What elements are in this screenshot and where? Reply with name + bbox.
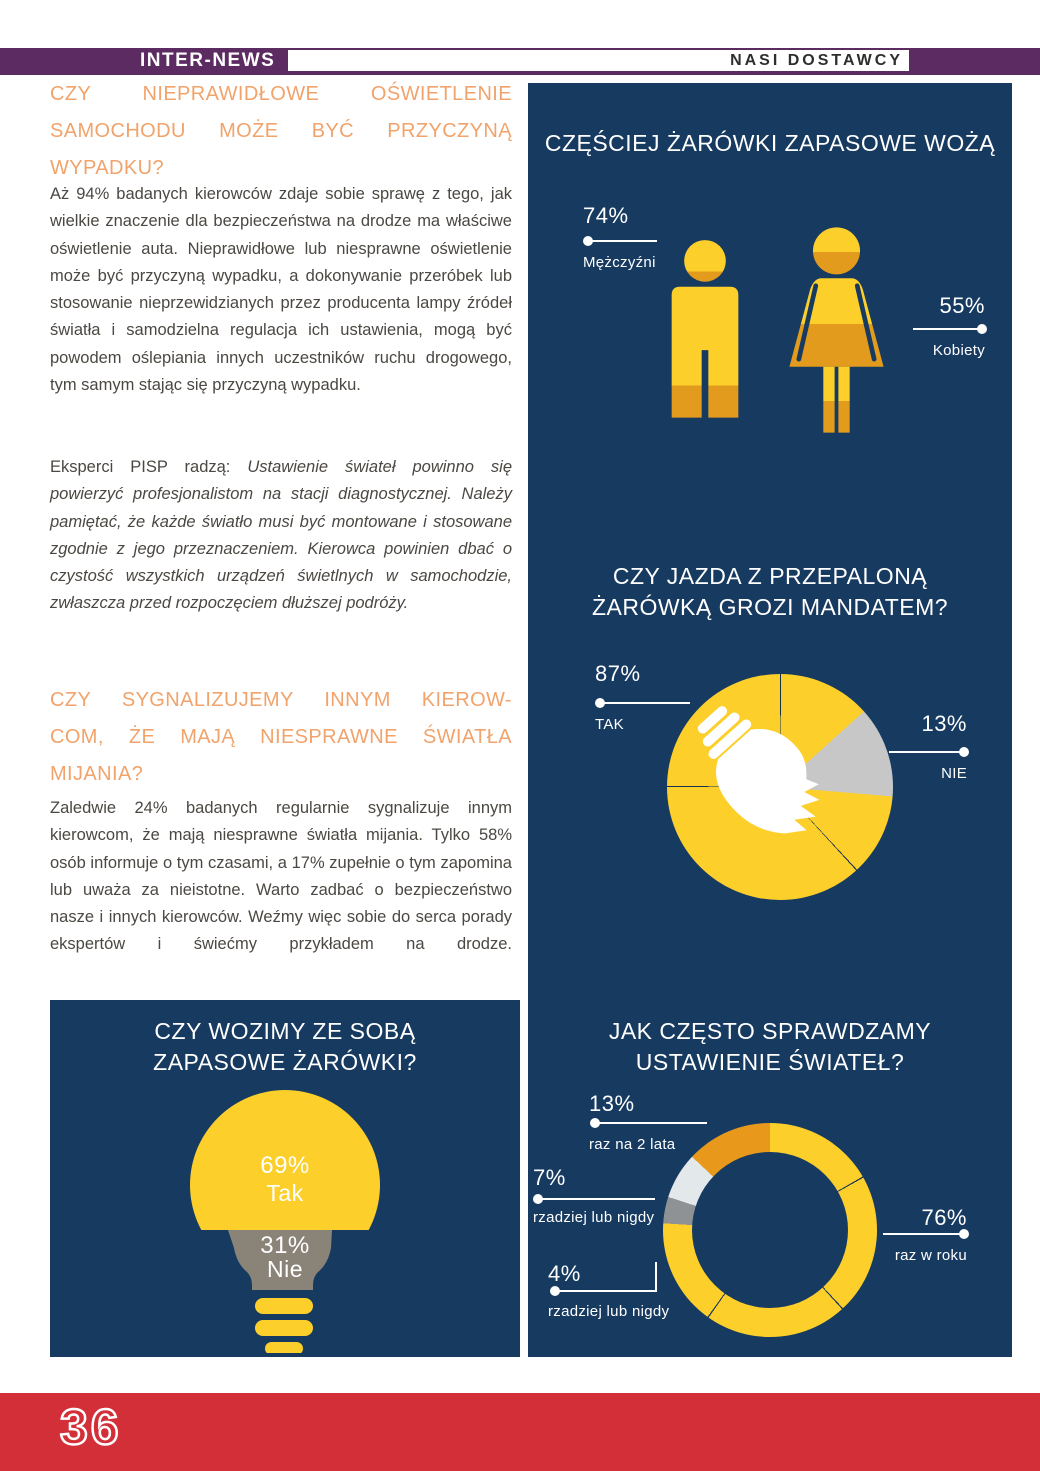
freq-7-percent: 7% <box>533 1165 566 1190</box>
freq-13-label: raz na 2 lata <box>589 1136 676 1153</box>
freq-76-label: raz w roku <box>894 1247 967 1264</box>
heading-line: CZY NIEPRAWIDŁOWE OŚWIETLENIE <box>50 83 512 105</box>
experts-quote: Ustawienie świateł powinno się powierzyć… <box>50 458 513 613</box>
spare-no-percent: 31% <box>260 1232 310 1259</box>
freq-4-leader-line <box>550 1286 657 1296</box>
spare-title-line: CZY WOZIMY ZE SOBĄ <box>154 1018 416 1044</box>
bulb-icon <box>667 674 893 900</box>
article-heading-2: CZY SYGNALIZUJEMY INNYM KIEROW- COM, ŻE … <box>50 682 512 793</box>
freq-4-leader-elbow <box>655 1262 657 1292</box>
men-label: Mężczyźni <box>583 254 656 271</box>
heading-line: COM, ŻE MAJĄ NIESPRAWNE ŚWIATŁA <box>50 726 512 748</box>
frequency-panel-title: JAK CZĘSTO SPRAWDZAMY USTAWIENIE ŚWIATEŁ… <box>528 1016 1012 1078</box>
male-icon <box>655 221 755 455</box>
donut-hole <box>692 1152 848 1308</box>
freq-13-percent: 13% <box>589 1091 635 1116</box>
mandate-yes-percent: 87% <box>595 661 641 686</box>
spare-title-line: ZAPASOWE ŻARÓWKI? <box>153 1049 417 1075</box>
women-percent: 55% <box>939 293 985 318</box>
mandate-yes-leader-line <box>595 698 690 708</box>
men-leader-line <box>583 236 657 246</box>
mandate-title-line: ŻARÓWKĄ GROZI MANDATEM? <box>591 594 949 620</box>
brand-label: INTER-NEWS <box>140 50 276 71</box>
heading-line: MIJANIA? <box>50 763 144 785</box>
freq-7-leader-line <box>533 1194 655 1204</box>
carriers-panel-title: CZĘŚCIEJ ŻARÓWKI ZAPASOWE WOŻĄ <box>544 130 996 156</box>
article-paragraph-1: Aż 94% badanych kierowców zdaje sobie sp… <box>50 185 512 395</box>
mandate-panel-title: CZY JAZDA Z PRZEPALONĄ ŻARÓWKĄ GROZI MAN… <box>528 561 1012 623</box>
spare-yes-percent: 69% <box>260 1152 310 1179</box>
spare-panel-title: CZY WOZIMY ZE SOBĄ ZAPASOWE ŻARÓWKI? <box>50 1016 520 1078</box>
freq-4-percent: 4% <box>548 1261 581 1286</box>
section-title: NASI DOSTAWCY <box>730 52 903 69</box>
heading-line: SAMOCHODU MOŻE BYĆ PRZYCZYNĄ <box>50 120 512 142</box>
mandate-yes-label: TAK <box>595 716 624 733</box>
article-paragraph-experts: Eksperci PISP radzą: Ustawienie świateł … <box>50 454 512 618</box>
frequency-title-line: JAK CZĘSTO SPRAWDZAMY <box>608 1018 932 1044</box>
women-leader-line <box>913 324 987 334</box>
mandate-no-leader-line <box>889 747 969 757</box>
experts-lead: Eksperci PISP radzą: <box>50 458 248 476</box>
spare-yes-label: Tak <box>266 1180 304 1206</box>
spare-no-label: Nie <box>266 1256 303 1282</box>
female-icon <box>780 221 893 455</box>
mandate-title-line: CZY JAZDA Z PRZEPALONĄ <box>612 563 928 589</box>
men-percent: 74% <box>583 203 629 228</box>
freq-4-label: rzadziej lub nigdy <box>548 1303 670 1320</box>
heading-line: CZY SYGNALIZUJEMY INNYM KIEROW- <box>50 689 512 711</box>
spare-bulb-chart <box>185 1088 385 1353</box>
page-number: 36 <box>59 1398 122 1457</box>
article-paragraph-2: Zaledwie 24% badanych regularnie sygnali… <box>50 799 512 954</box>
heading-line: WYPADKU? <box>50 157 164 179</box>
article-heading-1: CZY NIEPRAWIDŁOWE OŚWIETLENIE SAMOCHODU … <box>50 76 512 187</box>
freq-7-label: rzadziej lub nigdy <box>533 1209 655 1226</box>
freq-76-percent: 76% <box>921 1205 967 1230</box>
freq-76-leader-line <box>883 1229 969 1239</box>
freq-13-leader-line <box>590 1118 707 1128</box>
footer-bar <box>0 1393 1040 1471</box>
section-title-box: NASI DOSTAWCY <box>288 50 909 71</box>
frequency-title-line: USTAWIENIE ŚWIATEŁ? <box>635 1049 905 1075</box>
mandate-no-percent: 13% <box>921 711 967 736</box>
mandate-no-label: NIE <box>941 765 967 782</box>
women-label: Kobiety <box>932 342 985 359</box>
